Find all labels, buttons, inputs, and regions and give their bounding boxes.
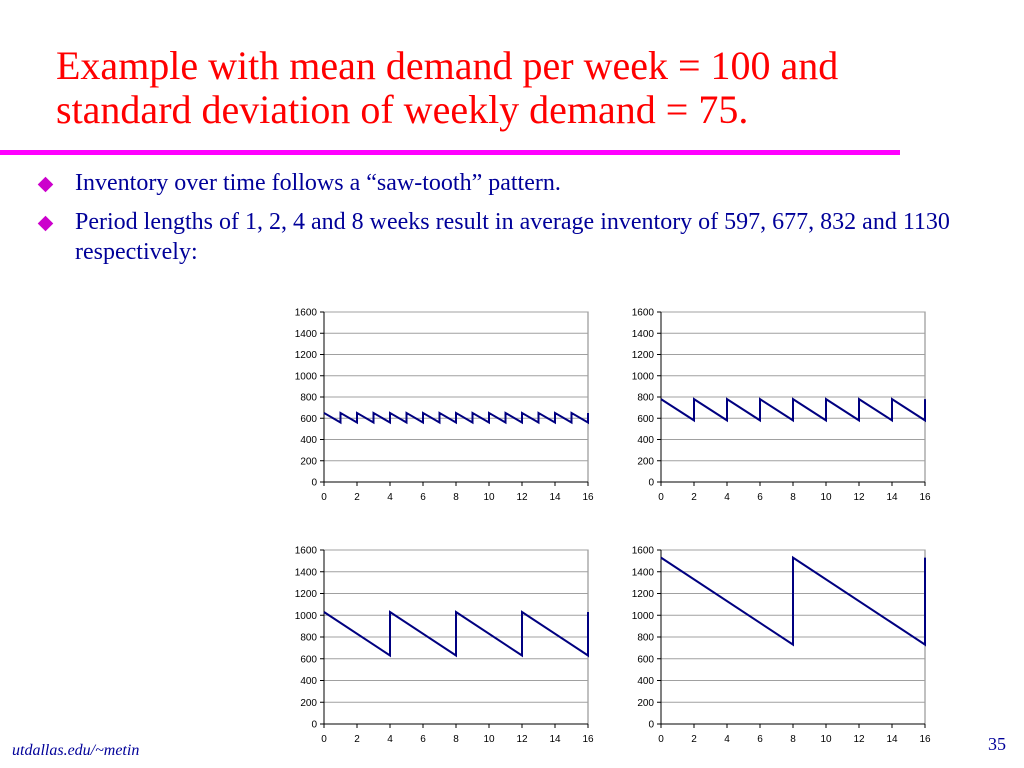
diamond-bullet-icon: [37, 215, 54, 232]
x-tick-label: 14: [886, 734, 898, 745]
x-tick-label: 6: [420, 492, 426, 503]
y-tick-label: 1200: [295, 350, 318, 361]
chart-svg: 0 200 400 600 800 1000 1200 1400 1600 0 2 4 6 8 10 12 14…: [632, 546, 931, 746]
footer-url: utdallas.edu/~metin: [12, 742, 140, 759]
x-tick-label: 10: [483, 734, 495, 745]
y-tick-label: 1600: [632, 308, 655, 319]
y-tick-label: 200: [637, 456, 654, 467]
y-tick-label: 600: [637, 654, 654, 665]
x-tick-label: 12: [853, 734, 865, 745]
x-tick-label: 6: [757, 492, 763, 503]
inventory-series-line: [660, 397, 926, 423]
y-tick-label: 600: [300, 414, 317, 425]
x-tick-label: 8: [790, 492, 796, 503]
x-tick-label: 4: [724, 492, 730, 503]
x-tick-label: 0: [658, 492, 664, 503]
x-tick-label: 2: [691, 734, 697, 745]
y-tick-label: 800: [637, 393, 654, 404]
x-tick-label: 16: [919, 734, 931, 745]
y-tick-label: 1000: [632, 611, 655, 622]
x-tick-label: 6: [420, 734, 426, 745]
x-tick-label: 4: [387, 734, 393, 745]
diamond-bullet-icon: [37, 176, 54, 193]
x-tick-label: 4: [724, 734, 730, 745]
y-tick-label: 800: [300, 393, 317, 404]
x-tick-label: 10: [483, 492, 495, 503]
y-tick-label: 1600: [295, 546, 318, 557]
chart-period-2: 0 200 400 600 800 1000 1200 1400 1600 0 2 4 6 8 10 12 14…: [607, 300, 937, 510]
x-tick-label: 14: [549, 734, 561, 745]
title-underline: [0, 150, 900, 155]
page-number: 35: [988, 734, 1006, 754]
slide-title: Example with mean demand per week = 100 …: [56, 43, 839, 132]
y-tick-label: 1200: [632, 589, 655, 600]
y-tick-label: 800: [637, 633, 654, 644]
inventory-series-line: [323, 411, 589, 425]
x-tick-label: 4: [387, 492, 393, 503]
y-tick-label: 1400: [632, 329, 655, 340]
x-tick-label: 14: [549, 492, 561, 503]
y-tick-label: 200: [300, 456, 317, 467]
bullet-item: Inventory over time follows a “saw-tooth…: [37, 168, 970, 198]
chart-svg: 0 200 400 600 800 1000 1200 1400 1600 0 2 4 6 8 10 12 14…: [295, 546, 594, 746]
y-tick-label: 1200: [632, 350, 655, 361]
bullet-text: Period lengths of 1, 2, 4 and 8 weeks re…: [75, 209, 950, 265]
bullet-list: Inventory over time follows a “saw-tooth…: [37, 168, 970, 276]
y-tick-label: 400: [300, 435, 317, 446]
x-tick-label: 16: [919, 492, 931, 503]
chart-svg: 0 200 400 600 800 1000 1200 1400 1600 0 2 4 6 8 10 12 14…: [295, 308, 594, 504]
x-tick-label: 6: [757, 734, 763, 745]
y-tick-label: 1000: [295, 611, 318, 622]
y-tick-label: 1600: [295, 308, 318, 319]
x-tick-label: 10: [820, 492, 832, 503]
x-tick-label: 8: [453, 492, 459, 503]
x-tick-label: 16: [582, 734, 594, 745]
x-tick-label: 12: [516, 734, 528, 745]
y-tick-label: 1400: [295, 567, 318, 578]
inventory-series-line: [323, 610, 589, 658]
y-tick-label: 200: [637, 698, 654, 709]
x-tick-label: 14: [886, 492, 898, 503]
chart-period-4: 0 200 400 600 800 1000 1200 1400 1600 0 2 4 6 8 10 12 14…: [270, 538, 600, 753]
y-tick-label: 0: [648, 720, 654, 731]
y-tick-label: 600: [300, 654, 317, 665]
y-tick-label: 1200: [295, 589, 318, 600]
y-tick-label: 1600: [632, 546, 655, 557]
x-tick-label: 8: [790, 734, 796, 745]
y-tick-label: 1000: [632, 371, 655, 382]
x-tick-label: 12: [853, 492, 865, 503]
bullet-item: Period lengths of 1, 2, 4 and 8 weeks re…: [37, 207, 970, 267]
x-tick-label: 16: [582, 492, 594, 503]
x-tick-label: 0: [321, 734, 327, 745]
y-tick-label: 400: [637, 676, 654, 687]
chart-period-1: 0 200 400 600 800 1000 1200 1400 1600 0 2 4 6 8 10 12 14…: [270, 300, 600, 510]
x-tick-label: 2: [691, 492, 697, 503]
y-tick-label: 400: [300, 676, 317, 687]
y-tick-label: 1400: [295, 329, 318, 340]
inventory-series-line: [660, 555, 926, 647]
chart-svg: 0 200 400 600 800 1000 1200 1400 1600 0 2 4 6 8 10 12 14…: [632, 308, 931, 504]
x-tick-label: 10: [820, 734, 832, 745]
y-tick-label: 200: [300, 698, 317, 709]
y-tick-label: 600: [637, 414, 654, 425]
x-tick-label: 0: [321, 492, 327, 503]
y-tick-label: 0: [648, 478, 654, 489]
y-tick-label: 0: [311, 478, 317, 489]
x-tick-label: 8: [453, 734, 459, 745]
y-tick-label: 1400: [632, 567, 655, 578]
y-tick-label: 400: [637, 435, 654, 446]
x-tick-label: 12: [516, 492, 528, 503]
bullet-text: Inventory over time follows a “saw-tooth…: [75, 170, 561, 196]
y-tick-label: 800: [300, 633, 317, 644]
y-tick-label: 1000: [295, 371, 318, 382]
x-tick-label: 2: [354, 734, 360, 745]
chart-period-8: 0 200 400 600 800 1000 1200 1400 1600 0 2 4 6 8 10 12 14…: [607, 538, 937, 753]
x-tick-label: 2: [354, 492, 360, 503]
y-tick-label: 0: [311, 720, 317, 731]
x-tick-label: 0: [658, 734, 664, 745]
